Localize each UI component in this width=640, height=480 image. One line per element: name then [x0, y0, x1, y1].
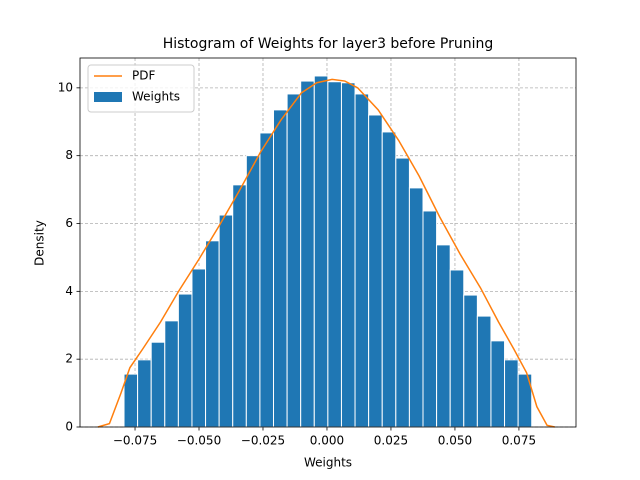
histogram-bar [164, 320, 179, 428]
histogram-bar [300, 80, 315, 428]
x-axis-label: Weights [304, 456, 352, 470]
histogram-bar [150, 341, 166, 428]
histogram-bar [218, 214, 234, 428]
histogram-bar [340, 82, 356, 428]
histogram-bar [368, 114, 383, 428]
histogram-bar [490, 340, 506, 428]
histogram-bar [259, 132, 275, 428]
pdf-line [97, 78, 555, 428]
x-tick-label: −0.050 [177, 434, 221, 448]
y-tick-label: 4 [65, 284, 73, 298]
histogram-bar [395, 157, 410, 428]
histogram-bar [205, 240, 220, 428]
histogram-bar [436, 244, 451, 428]
histogram-bar [137, 359, 152, 428]
histogram-bar [245, 155, 261, 428]
histogram-bar [449, 269, 465, 428]
legend-swatch [94, 92, 122, 102]
x-tick-label: 0.000 [310, 434, 344, 448]
histogram-bar [313, 75, 329, 428]
legend: PDF Weights [87, 64, 195, 113]
x-tick-label: −0.025 [241, 434, 285, 448]
legend-label: Weights [132, 90, 180, 104]
histogram-bar [191, 268, 207, 428]
legend-label: PDF [132, 69, 155, 83]
histogram-bar [422, 210, 438, 428]
x-tick-label: −0.075 [113, 434, 157, 448]
histogram-bar [354, 93, 370, 428]
plot-frame [79, 57, 577, 428]
histogram-bar [273, 109, 288, 428]
x-tick-label: 0.025 [374, 434, 408, 448]
y-axis-label: Density [33, 220, 47, 266]
histogram-bar [286, 93, 302, 428]
x-tick-label: 0.075 [502, 434, 536, 448]
histogram-bar [476, 315, 492, 428]
histogram-bar [463, 294, 478, 428]
histogram-bar [123, 373, 139, 428]
y-tick-label: 2 [65, 352, 73, 366]
y-tick-label: 6 [65, 216, 73, 230]
x-tick-label: 0.050 [438, 434, 472, 448]
histogram-bar [327, 81, 342, 428]
histogram-bar [381, 131, 397, 428]
y-tick-label: 10 [58, 80, 73, 94]
histogram-bar [408, 187, 424, 428]
y-tick-label: 0 [65, 420, 73, 434]
histogram-bar [504, 359, 519, 428]
histogram-bar [232, 184, 247, 428]
chart-title: Histogram of Weights for layer3 before P… [163, 36, 494, 52]
y-tick-label: 8 [65, 148, 73, 162]
histogram-bar [177, 293, 193, 428]
